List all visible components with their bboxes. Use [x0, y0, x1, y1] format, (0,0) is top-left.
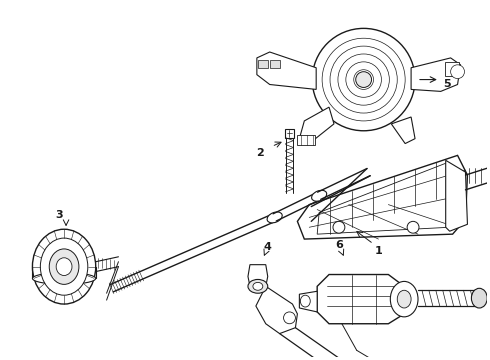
- Ellipse shape: [56, 258, 72, 275]
- Ellipse shape: [451, 65, 465, 78]
- Polygon shape: [256, 286, 297, 334]
- Ellipse shape: [32, 273, 96, 284]
- Polygon shape: [317, 275, 404, 324]
- Ellipse shape: [397, 290, 411, 308]
- Ellipse shape: [312, 190, 327, 201]
- Ellipse shape: [253, 282, 263, 290]
- Ellipse shape: [40, 238, 88, 295]
- Ellipse shape: [312, 28, 415, 131]
- Polygon shape: [299, 291, 317, 312]
- Ellipse shape: [49, 249, 79, 284]
- Ellipse shape: [356, 72, 371, 87]
- Ellipse shape: [391, 282, 418, 317]
- Polygon shape: [392, 117, 415, 144]
- Polygon shape: [299, 107, 334, 144]
- Ellipse shape: [407, 221, 419, 233]
- Text: 5: 5: [443, 78, 450, 89]
- Ellipse shape: [471, 288, 487, 308]
- Bar: [270, 60, 280, 68]
- Text: 6: 6: [335, 240, 343, 250]
- Text: 1: 1: [374, 246, 382, 256]
- Ellipse shape: [300, 295, 310, 307]
- Polygon shape: [446, 160, 467, 231]
- Bar: [445, 62, 459, 76]
- Ellipse shape: [284, 312, 295, 324]
- Text: 2: 2: [256, 148, 264, 158]
- Ellipse shape: [248, 279, 268, 293]
- Ellipse shape: [32, 229, 96, 304]
- Polygon shape: [257, 52, 316, 89]
- Ellipse shape: [333, 221, 345, 233]
- Polygon shape: [411, 58, 461, 91]
- Ellipse shape: [267, 212, 282, 223]
- Text: 4: 4: [264, 242, 271, 252]
- Bar: [258, 60, 268, 68]
- Polygon shape: [248, 265, 268, 286]
- Text: 3: 3: [55, 211, 63, 220]
- Bar: [297, 135, 315, 145]
- Polygon shape: [297, 156, 467, 239]
- Bar: [285, 129, 294, 138]
